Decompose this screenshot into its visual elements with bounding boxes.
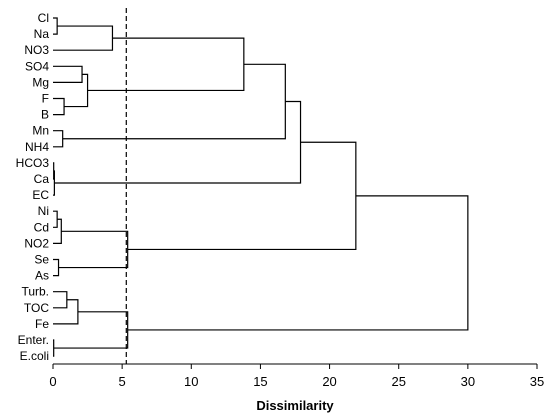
- dendrogram-link: [53, 130, 64, 148]
- dendrogram-link: [127, 195, 469, 331]
- leaf-label: F: [42, 92, 49, 106]
- leaf-label: NO3: [24, 43, 49, 57]
- dendrogram-link: [53, 218, 62, 244]
- x-tick-label: 5: [119, 374, 126, 389]
- x-axis: 0 5 10 15 20 25 30 35: [49, 363, 544, 389]
- dendrogram-link: [62, 63, 286, 140]
- leaf-label: Enter.: [18, 333, 49, 347]
- leaf-label: Na: [34, 27, 50, 41]
- dendrogram-link: [53, 339, 55, 357]
- dendrogram-link: [53, 291, 68, 309]
- leaf-label: Mn: [32, 124, 49, 138]
- leaf-label: EC: [32, 188, 49, 202]
- x-tick-label: 35: [530, 374, 544, 389]
- dendrogram-link: [54, 100, 302, 184]
- dendrogram-link: [53, 97, 65, 116]
- leaf-label: E.coli: [20, 349, 49, 363]
- dendrogram-link: [127, 141, 357, 251]
- leaf-label: Mg: [32, 75, 49, 89]
- dendrogram-link: [53, 210, 58, 228]
- x-tick-label: 20: [322, 374, 336, 389]
- dendrogram-link: [53, 17, 58, 35]
- x-tick-label: 25: [391, 374, 405, 389]
- x-tick-label: 0: [49, 374, 56, 389]
- x-tick-label: 15: [253, 374, 267, 389]
- leaf-label: TOC: [24, 301, 49, 315]
- leaf-labels: Cl Na NO3 SO4 Mg FB Mn NH4 HCO3 Ca EC Ni Cd NO2 Se As Tu…: [16, 11, 50, 363]
- leaf-label: SO4: [25, 59, 49, 73]
- leaf-label: Se: [34, 253, 49, 267]
- dendrogram-link: [53, 65, 83, 83]
- leaf-label: HCO3: [16, 156, 50, 170]
- dendrogram-link: [53, 25, 114, 51]
- x-axis-label: Dissimilarity: [256, 398, 334, 413]
- dendrogram-links: [53, 17, 469, 357]
- leaf-label: NH4: [25, 140, 49, 154]
- leaf-label: B: [41, 108, 49, 122]
- x-tick-label: 10: [184, 374, 198, 389]
- leaf-label: NO2: [24, 236, 49, 250]
- dendrogram-link: [53, 258, 60, 277]
- dendrogram-link: [53, 311, 129, 349]
- leaf-label: Ni: [38, 204, 49, 218]
- dendrogram-link: [64, 73, 89, 108]
- leaf-label: Cd: [34, 220, 49, 234]
- dendrogram-link: [53, 299, 79, 325]
- dendrogram-link: [87, 37, 245, 92]
- leaf-label: Turb.: [21, 285, 49, 299]
- dendrogram-link: [53, 162, 55, 180]
- leaf-label: Ca: [34, 172, 50, 186]
- x-tick-label: 30: [461, 374, 475, 389]
- leaf-label: As: [35, 269, 49, 283]
- leaf-label: Fe: [35, 317, 49, 331]
- dendrogram-link: [58, 230, 129, 269]
- leaf-label: Cl: [38, 11, 49, 25]
